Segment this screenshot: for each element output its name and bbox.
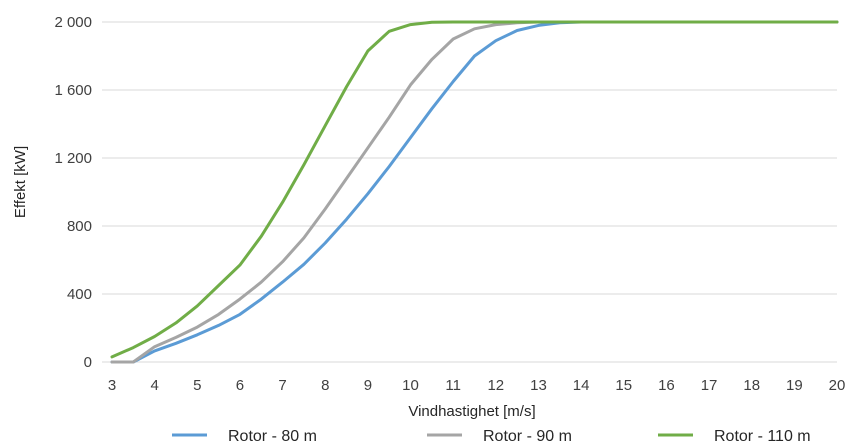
x-tick-label: 10: [402, 377, 419, 394]
x-tick-label: 13: [530, 377, 547, 394]
x-tick-label: 5: [193, 377, 201, 394]
x-axis-title: Vindhastighet [m/s]: [408, 403, 535, 420]
y-tick-label: 0: [84, 354, 92, 371]
x-tick-labels: 3 4 5 6 7 8 9 10 11 12 13 14 15 16 17 18 19 20: [108, 377, 846, 394]
x-tick-label: 15: [615, 377, 632, 394]
series-lines: [110, 20, 839, 364]
x-tick-label: 18: [743, 377, 760, 394]
x-tick-label: 12: [487, 377, 504, 394]
x-tick-label: 20: [829, 377, 846, 394]
x-tick-label: 9: [364, 377, 372, 394]
x-tick-label: 8: [321, 377, 329, 394]
x-tick-label: 19: [786, 377, 803, 394]
series-line-2: [110, 20, 839, 364]
y-tick-label: 1 200: [54, 150, 92, 167]
legend-label: Rotor - 90 m: [483, 428, 572, 445]
y-tick-label: 2 000: [54, 14, 92, 31]
x-tick-label: 3: [108, 377, 116, 394]
y-tick-label: 400: [67, 286, 92, 303]
x-tick-label: 14: [573, 377, 590, 394]
y-tick-label: 800: [67, 218, 92, 235]
x-tick-label: 17: [701, 377, 718, 394]
x-tick-label: 4: [150, 377, 158, 394]
y-axis-title: Effekt [kW]: [12, 146, 29, 218]
x-tick-label: 11: [445, 377, 461, 394]
y-tick-labels: 0 400 800 1 200 1 600 2 000: [54, 14, 92, 371]
series-line-1: [110, 20, 839, 364]
legend: Rotor - 80 m Rotor - 90 m Rotor - 110 m: [172, 428, 811, 445]
series-line-3: [110, 20, 839, 359]
x-tick-label: 16: [658, 377, 675, 394]
x-tick-label: 6: [236, 377, 244, 394]
y-tick-label: 1 600: [54, 82, 92, 99]
x-tick-label: 7: [278, 377, 286, 394]
legend-label: Rotor - 80 m: [228, 428, 317, 445]
legend-label: Rotor - 110 m: [714, 428, 811, 445]
